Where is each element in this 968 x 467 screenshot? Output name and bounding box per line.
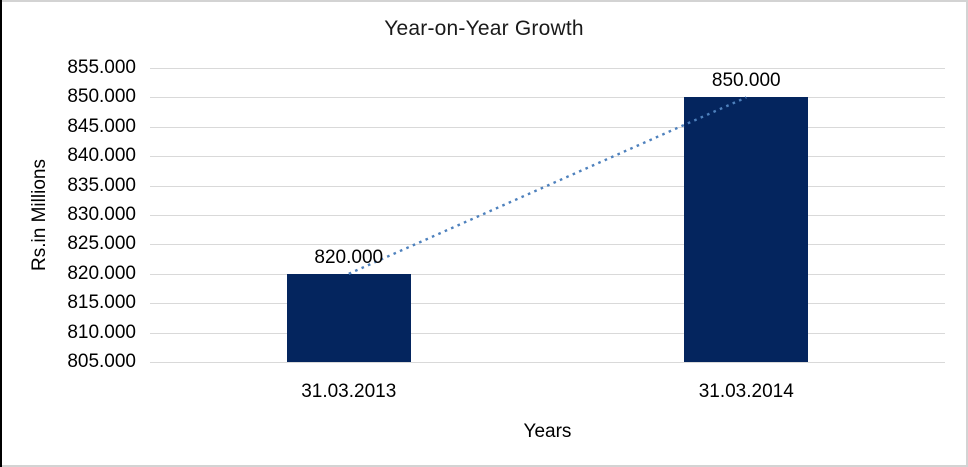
gridline <box>150 156 945 158</box>
bar-value-label: 820.000 <box>314 246 384 268</box>
y-tick-label: 845.000 <box>67 115 136 137</box>
x-tick-label: 31.03.2013 <box>301 381 397 402</box>
gridline <box>150 273 945 275</box>
trend-line <box>348 96 747 275</box>
y-tick-label: 820.000 <box>67 262 136 284</box>
bar-2013 <box>286 273 411 362</box>
chart-title: Year-on-Year Growth <box>384 17 584 40</box>
y-tick-label: 805.000 <box>67 351 136 372</box>
x-axis-title: Years <box>523 421 572 442</box>
gridline <box>150 244 945 246</box>
y-tick-label: 830.000 <box>67 204 136 225</box>
bar-value-label: 850.000 <box>711 70 781 92</box>
y-tick-label: 835.000 <box>67 174 136 196</box>
gridline <box>150 362 945 363</box>
x-axis-tick-labels: 31.03.2013 31.03.2014 <box>150 381 945 405</box>
y-tick-label: 825.000 <box>67 233 136 255</box>
gridline <box>150 126 945 128</box>
gridline <box>150 215 945 216</box>
y-tick-label: 840.000 <box>67 145 136 167</box>
gridline <box>150 332 945 334</box>
y-tick-label: 850.000 <box>67 86 136 108</box>
gridline <box>150 97 945 99</box>
y-tick-label: 855.000 <box>67 57 136 78</box>
y-tick-label: 810.000 <box>67 321 136 343</box>
y-tick-label: 815.000 <box>67 292 136 314</box>
gridline <box>150 68 945 69</box>
bar-2014 <box>684 97 809 362</box>
gridline <box>150 303 945 305</box>
plot-area: 820.000 850.000 <box>150 68 945 363</box>
y-axis-tick-labels: 855.000 850.000 845.000 840.000 835.000 … <box>0 57 136 372</box>
x-tick-label: 31.03.2014 <box>698 381 794 402</box>
